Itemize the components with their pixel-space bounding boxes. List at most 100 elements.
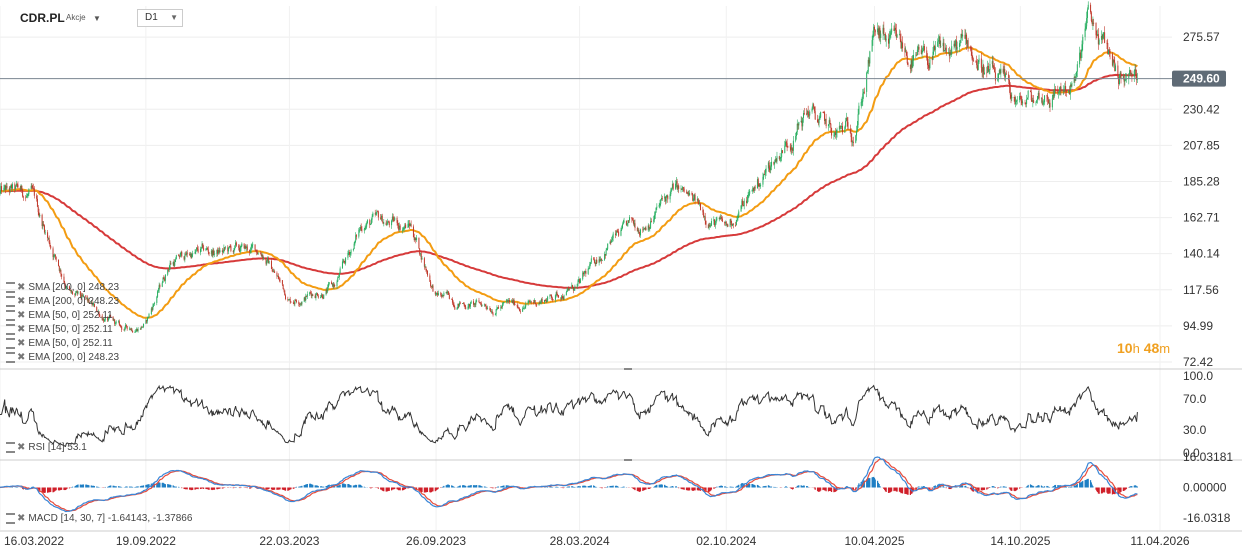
timeframe-select[interactable]: D1 ▼: [137, 9, 183, 27]
candle-body: [277, 275, 279, 277]
candle: [661, 194, 663, 201]
candle-body: [123, 329, 125, 331]
macd-histogram-bar: [387, 487, 389, 492]
settings-icon[interactable]: [6, 324, 15, 335]
close-icon[interactable]: ✖: [17, 310, 26, 322]
candle-body: [583, 272, 585, 275]
settings-icon[interactable]: [6, 352, 15, 363]
settings-icon[interactable]: [6, 338, 15, 349]
macd-histogram-bar: [828, 487, 830, 491]
macd-histogram-bar: [397, 487, 399, 490]
candle: [432, 284, 434, 293]
macd-histogram-bar: [1125, 487, 1128, 489]
close-icon[interactable]: ✖: [17, 282, 26, 294]
candle-body: [715, 219, 717, 224]
macd-histogram-bar: [163, 483, 165, 488]
candle-body: [490, 310, 492, 312]
macd-histogram-bar: [446, 484, 448, 488]
candle-body: [293, 302, 295, 304]
candle: [1136, 72, 1138, 84]
candle-body: [325, 290, 327, 295]
candle-body: [387, 221, 389, 223]
candle: [97, 309, 99, 313]
candle: [380, 214, 382, 222]
macd-histogram-bar: [896, 487, 898, 492]
candle-body: [567, 288, 569, 290]
rsi-legend[interactable]: ✖ RSI [14] 53.1: [6, 442, 87, 455]
candle-body: [529, 301, 531, 303]
candle-body: [835, 132, 837, 136]
candle-body: [476, 300, 478, 302]
legend-item[interactable]: ✖ EMA [200, 0] 248.23: [6, 352, 119, 365]
candle-body: [831, 127, 833, 136]
candle: [749, 188, 751, 197]
candle: [541, 296, 543, 304]
candle: [550, 294, 552, 296]
candle: [115, 320, 117, 325]
macd-legend-label: MACD [14, 30, 7] -1.64143, -1.37866: [28, 513, 193, 525]
legend-item[interactable]: ✖ SMA [200, 0] 248.23: [6, 282, 119, 295]
candle-body: [631, 217, 633, 220]
macd-histogram-bar: [632, 487, 634, 489]
candle-body: [1038, 92, 1040, 99]
candle: [30, 183, 32, 190]
macd-histogram-bar: [894, 487, 897, 491]
legend-item[interactable]: ✖ EMA [200, 0] 248.23: [6, 296, 119, 309]
settings-icon[interactable]: [6, 296, 15, 307]
legend-item[interactable]: ✖ EMA [50, 0] 252.11: [6, 310, 113, 323]
macd-histogram-bar: [316, 485, 318, 488]
legend-item[interactable]: ✖ EMA [50, 0] 252.11: [6, 338, 113, 351]
macd-histogram-bar: [1003, 486, 1005, 488]
close-icon[interactable]: ✖: [17, 324, 26, 336]
settings-icon[interactable]: [6, 513, 15, 524]
settings-icon[interactable]: [6, 310, 15, 321]
macd-histogram-bar: [550, 486, 552, 488]
candle: [852, 140, 854, 147]
macd-histogram-bar: [451, 485, 453, 488]
candle-body: [1044, 95, 1046, 103]
ticker-symbol[interactable]: CDR.PL: [20, 11, 65, 25]
candle-body: [808, 114, 810, 116]
candle: [851, 133, 853, 147]
candle: [926, 46, 928, 61]
candle-body: [386, 224, 388, 226]
close-icon[interactable]: ✖: [17, 352, 26, 364]
settings-icon[interactable]: [6, 282, 15, 293]
candle: [452, 300, 454, 307]
candle-body: [327, 284, 329, 288]
candle-body: [413, 236, 415, 241]
macd-histogram-bar: [142, 485, 144, 488]
candle-body: [877, 28, 879, 33]
candle: [265, 257, 267, 266]
macd-legend[interactable]: ✖ MACD [14, 30, 7] -1.64143, -1.37866: [6, 513, 192, 526]
legend-item[interactable]: ✖ EMA [50, 0] 252.11: [6, 324, 113, 337]
candle-body: [1104, 32, 1106, 43]
candle-body: [452, 302, 454, 305]
close-icon[interactable]: ✖: [17, 296, 26, 308]
close-icon[interactable]: ✖: [17, 338, 26, 350]
ticker-dropdown-caret-icon[interactable]: ▼: [93, 14, 101, 23]
candle-body: [143, 323, 145, 327]
candle: [1071, 81, 1073, 89]
macd-histogram-bar: [348, 484, 350, 488]
candle: [474, 302, 476, 308]
close-icon[interactable]: ✖: [17, 442, 26, 454]
candle: [671, 187, 673, 192]
candle-body: [685, 191, 687, 193]
candle: [143, 323, 145, 329]
candle: [27, 192, 29, 198]
candle: [920, 45, 922, 55]
macd-histogram-bar: [305, 484, 307, 488]
settings-icon[interactable]: [6, 442, 15, 453]
candle: [203, 245, 205, 252]
close-icon[interactable]: ✖: [17, 513, 26, 525]
macd-histogram-bar: [60, 487, 62, 491]
candle-body: [206, 248, 208, 249]
macd-histogram-bar: [386, 487, 388, 492]
candle-body: [692, 194, 694, 201]
macd-histogram-bar: [1125, 487, 1127, 490]
candle: [249, 247, 251, 254]
macd-histogram-bar: [385, 487, 387, 492]
macd-histogram-bar: [571, 486, 574, 488]
